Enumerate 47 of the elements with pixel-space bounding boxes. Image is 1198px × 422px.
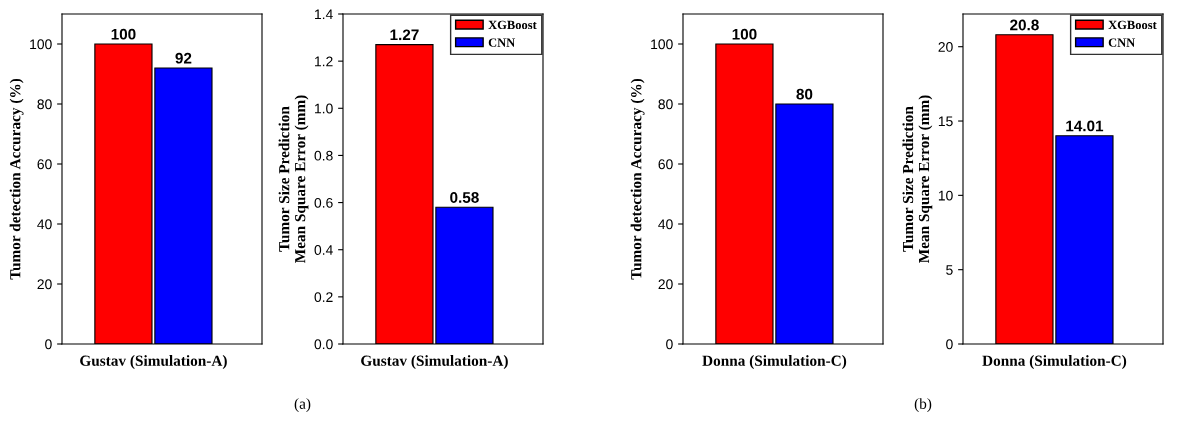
y-tick-label: 10 [938,190,953,201]
y-tick-label: 60 [37,159,52,170]
y-tick-label: 1.4 [315,9,333,20]
y-tick-label: 5 [946,265,953,275]
y-tick-label: 60 [658,159,673,170]
x-tick-label: Donna (Simulation-C) [702,355,847,369]
y-tick-label: 100 [651,39,673,50]
y-axis-title: Tumor Size Prediction Mean Square Error (mm) [902,95,933,263]
y-tick-label: 40 [658,219,673,230]
data-label: 14.01 [1066,120,1104,132]
data-label: 100 [111,28,136,40]
text: (a) [294,398,311,412]
y-tick-label: 1.2 [315,56,333,67]
y-tick-label: 0.6 [314,197,333,208]
data-label: 80 [796,88,813,100]
data-label: 100 [732,28,757,40]
y-tick-label: 80 [658,99,673,110]
y-axis-title: Tumor detection Accuracy (%) [630,78,645,280]
y-tick-label: 0.2 [314,292,333,303]
data-label: 20.8 [1010,19,1039,31]
y-tick-label: 20 [37,279,52,290]
legend-label: XGBoost [488,20,537,30]
y-tick-label: 20 [658,279,673,290]
y-tick-label: 20 [938,42,953,52]
y-tick-label: 0 [45,339,52,350]
y-axis-title: Tumor Size Prediction Mean Square Error (mm) [278,95,309,263]
legend-label: XGBoost [1108,20,1157,30]
legend-label: CNN [1108,38,1136,47]
y-tick-label: 0.8 [314,150,333,161]
y-tick-label: 0 [666,339,673,350]
legend-label: CNN [488,38,516,47]
y-tick-label: 100 [30,39,52,50]
y-tick-label: 80 [37,99,52,110]
y-tick-label: 0.4 [314,245,333,255]
y-tick-label: 1.0 [315,103,333,114]
y-axis-title: Tumor detection Accuracy (%) [9,78,24,280]
x-tick-label: Gustav (Simulation-A) [361,355,508,369]
x-tick-label: Gustav (Simulation-A) [80,355,227,369]
data-label: 0.58 [450,192,479,203]
y-tick-label: 40 [37,219,52,230]
text: (b) [914,398,932,412]
y-tick-label: 0.0 [314,339,333,350]
data-label: 1.27 [390,29,419,41]
y-tick-label: 0 [946,339,953,350]
y-tick-label: 15 [938,116,953,127]
data-label: 92 [175,52,192,64]
x-tick-label: Donna (Simulation-C) [982,355,1127,369]
